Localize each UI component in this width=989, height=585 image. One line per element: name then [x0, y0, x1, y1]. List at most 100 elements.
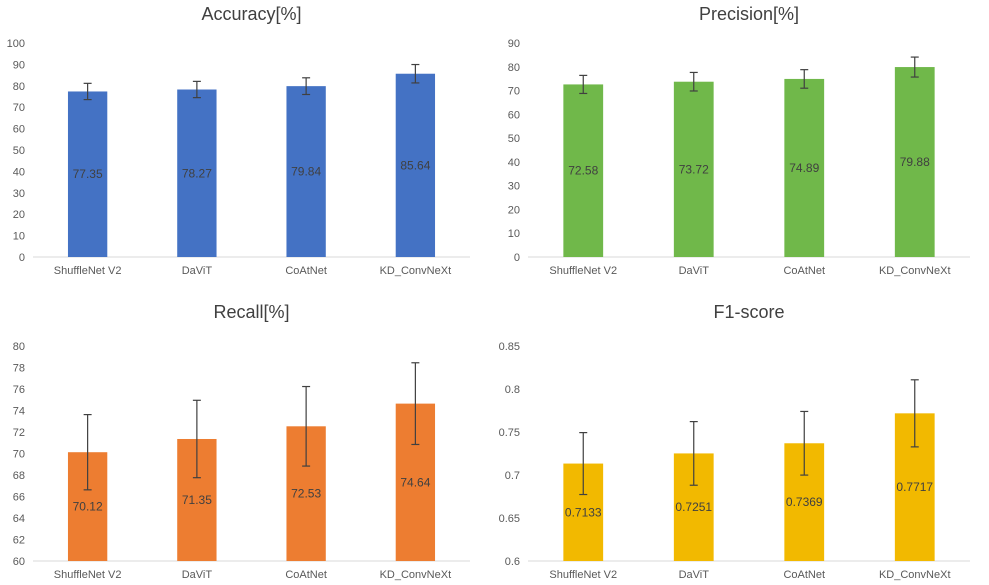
data-label: 79.88 [900, 155, 930, 169]
error-bar [192, 80, 201, 99]
data-label: 74.89 [789, 161, 819, 175]
y-tick-label: 10 [508, 228, 520, 240]
x-category-label: KD_ConvNeXt [879, 265, 951, 277]
y-tick-label: 0.6 [505, 556, 520, 568]
y-tick-label: 70 [508, 86, 520, 98]
y-tick-label: 70 [13, 449, 25, 461]
y-tick-label: 0.7 [505, 470, 520, 482]
x-category-label: DaViT [679, 569, 710, 581]
error-bar [192, 399, 201, 479]
y-tick-label: 78 [13, 363, 25, 375]
y-tick-label: 80 [13, 81, 25, 93]
x-category-label: DaViT [182, 569, 213, 581]
y-tick-label: 0.8 [505, 384, 520, 396]
x-category-label: DaViT [679, 265, 710, 277]
y-tick-label: 62 [13, 535, 25, 547]
y-tick-label: 30 [508, 181, 520, 193]
y-tick-label: 66 [13, 492, 25, 504]
data-label: 73.72 [679, 162, 709, 176]
bar [67, 91, 108, 257]
bar [395, 73, 436, 257]
chart-panel-2: Precision[%] 0 10 20 30 40 50 60 70 80 90 72.58 Shuf… [508, 4, 970, 277]
y-tick-label: 0.65 [499, 513, 520, 525]
x-category-label: KD_ConvNeXt [380, 569, 452, 581]
data-label: 77.35 [73, 167, 103, 181]
chart-panel-3: Recall[%] 60 62 64 66 68 70 72 74 76 78 80 70.12 Shuf… [13, 302, 470, 581]
chart-panel-4: F1-score 0.6 0.65 0.7 0.75 0.8 0.85 0.7133 Shuff… [499, 302, 970, 581]
error-bar [579, 74, 588, 95]
data-label: 78.27 [182, 166, 212, 180]
x-category-label: KD_ConvNeXt [380, 265, 452, 277]
bar [673, 81, 714, 257]
data-label: 0.7251 [675, 500, 712, 514]
data-label: 72.53 [291, 487, 321, 501]
error-bar [910, 56, 919, 78]
chart-title: Recall[%] [213, 302, 289, 322]
y-tick-label: 0.85 [499, 341, 520, 353]
x-category-label: CoAtNet [783, 265, 825, 277]
y-tick-label: 0.75 [499, 427, 520, 439]
chart-title: Precision[%] [699, 4, 799, 24]
y-tick-label: 72 [13, 427, 25, 439]
error-bar [302, 385, 311, 467]
error-bar [689, 420, 698, 486]
y-tick-label: 64 [13, 513, 25, 525]
data-label: 85.64 [400, 158, 430, 172]
data-label: 74.64 [400, 475, 430, 489]
y-tick-label: 40 [508, 157, 520, 169]
chart-title: Accuracy[%] [201, 4, 301, 24]
bar [177, 89, 217, 257]
x-category-label: ShuffleNet V2 [549, 569, 617, 581]
y-tick-label: 20 [508, 204, 520, 216]
y-tick-label: 60 [508, 109, 520, 121]
error-bar [910, 379, 919, 448]
y-tick-label: 90 [508, 38, 520, 50]
y-tick-label: 50 [508, 133, 520, 145]
error-bar [83, 82, 92, 101]
y-tick-label: 20 [13, 209, 25, 221]
y-tick-label: 60 [13, 556, 25, 568]
error-bar [302, 77, 311, 96]
y-tick-label: 74 [13, 406, 25, 418]
y-tick-label: 0 [514, 252, 520, 264]
data-label: 79.84 [291, 165, 321, 179]
y-tick-label: 60 [13, 124, 25, 136]
chart-panel-1: Accuracy[%] 0 10 20 30 40 50 60 70 80 90 100 77.35 Sh… [7, 4, 470, 277]
y-tick-label: 0 [19, 252, 25, 264]
error-bar [411, 362, 420, 446]
x-category-label: ShuffleNet V2 [54, 265, 122, 277]
x-category-label: CoAtNet [285, 569, 327, 581]
bar [563, 84, 604, 257]
y-tick-label: 80 [508, 62, 520, 74]
x-category-label: KD_ConvNeXt [879, 569, 951, 581]
y-tick-label: 10 [13, 231, 25, 243]
chart-title: F1-score [713, 302, 784, 322]
bar [784, 78, 825, 257]
data-label: 0.7717 [896, 480, 933, 494]
y-tick-label: 68 [13, 470, 25, 482]
bar [894, 67, 935, 257]
data-label: 71.35 [182, 493, 212, 507]
error-bar [800, 69, 809, 89]
data-label: 72.58 [568, 164, 598, 178]
y-tick-label: 100 [7, 38, 25, 50]
y-tick-label: 40 [13, 166, 25, 178]
y-tick-label: 50 [13, 145, 25, 157]
error-bar [689, 71, 698, 92]
data-label: 70.12 [73, 500, 103, 514]
x-category-label: ShuffleNet V2 [549, 265, 617, 277]
error-bar [411, 63, 420, 84]
x-category-label: ShuffleNet V2 [54, 569, 122, 581]
x-category-label: DaViT [182, 265, 213, 277]
error-bar [579, 432, 588, 496]
y-tick-label: 76 [13, 384, 25, 396]
y-tick-label: 80 [13, 341, 25, 353]
data-label: 0.7133 [565, 505, 602, 519]
x-category-label: CoAtNet [285, 265, 327, 277]
error-bar [800, 410, 809, 476]
y-tick-label: 30 [13, 188, 25, 200]
bar [286, 86, 326, 258]
data-label: 0.7369 [786, 495, 823, 509]
y-tick-label: 70 [13, 102, 25, 114]
